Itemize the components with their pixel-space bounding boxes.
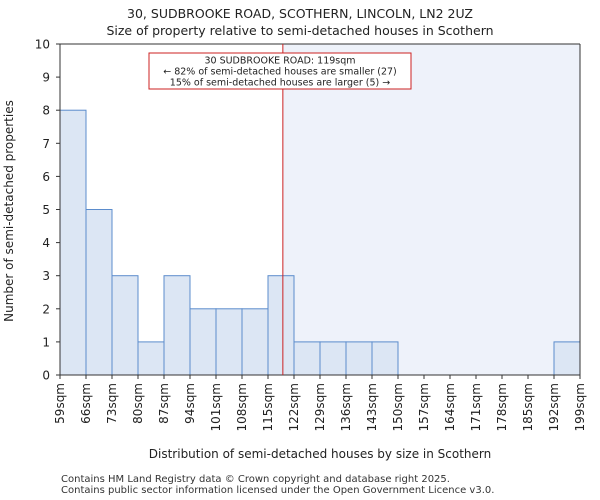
histogram-bar-136sqm [345,341,373,376]
y-tick-label: 9 [42,71,50,85]
x-axis-label: Distribution of semi-detached houses by … [149,447,491,461]
footer-licence-line: Contains public sector information licen… [61,485,495,496]
y-tick-label: 5 [42,203,50,217]
footer-copyright-line: Contains HM Land Registry data © Crown c… [61,474,450,485]
x-tick-label: 122sqm [287,383,301,431]
y-tick-label: 3 [42,269,50,283]
x-tick-label: 94sqm [183,383,197,424]
x-tick-label: 185sqm [521,383,535,431]
chart-title-line2: Size of property relative to semi-detach… [106,23,494,38]
x-tick-label: 192sqm [547,383,561,431]
y-tick-label: 7 [42,137,50,151]
histogram-bar-192sqm [553,341,581,376]
x-tick-label: 59sqm [53,383,67,424]
histogram-bar-108sqm [241,308,269,376]
x-tick-label: 171sqm [469,383,483,431]
larger-region-shade [282,44,580,375]
x-tick-label: 164sqm [443,383,457,431]
y-tick-label: 1 [42,335,50,349]
histogram-bar-66sqm [85,209,113,376]
annotation-box [148,52,412,90]
x-tick-label: 101sqm [209,383,223,431]
y-tick-label: 2 [42,302,50,316]
x-tick-label: 136sqm [339,383,353,431]
histogram-bar-87sqm [163,275,191,376]
x-tick-label: 87sqm [157,383,171,424]
annotation-line2: ← 82% of semi-detached houses are smalle… [163,67,397,78]
x-tick-label: 80sqm [131,383,145,424]
histogram-bar-122sqm [293,341,321,376]
histogram-bar-80sqm [137,341,165,376]
histogram-bar-143sqm [371,341,399,376]
histogram-bar-129sqm [319,341,347,376]
x-tick-label: 178sqm [495,383,509,431]
x-tick-label: 150sqm [391,383,405,431]
x-tick-label: 129sqm [313,383,327,431]
x-tick-label: 73sqm [105,383,119,424]
y-tick-label: 0 [42,369,50,383]
y-tick-label: 6 [42,170,50,184]
chart-title-line1: 30, SUDBROOKE ROAD, SCOTHERN, LINCOLN, L… [127,6,473,21]
x-tick-label: 115sqm [261,383,275,431]
y-tick-label: 8 [42,104,50,118]
annotation-line3: 15% of semi-detached houses are larger (… [170,78,390,89]
x-tick-label: 157sqm [417,383,431,431]
histogram-bar-59sqm [59,109,87,376]
histogram-bar-94sqm [189,308,217,376]
histogram-bar-115sqm [267,275,295,376]
x-tick-label: 199sqm [573,383,587,431]
x-tick-label: 143sqm [365,383,379,431]
x-tick-label: 66sqm [79,383,93,424]
y-tick-label: 4 [42,236,50,250]
y-axis-label: Number of semi-detached properties [2,100,16,322]
annotation-line1: 30 SUDBROOKE ROAD: 119sqm [204,56,355,67]
x-tick-label: 108sqm [235,383,249,431]
y-tick-label: 10 [35,38,50,52]
histogram-bar-101sqm [215,308,243,376]
histogram-bar-73sqm [111,275,139,376]
